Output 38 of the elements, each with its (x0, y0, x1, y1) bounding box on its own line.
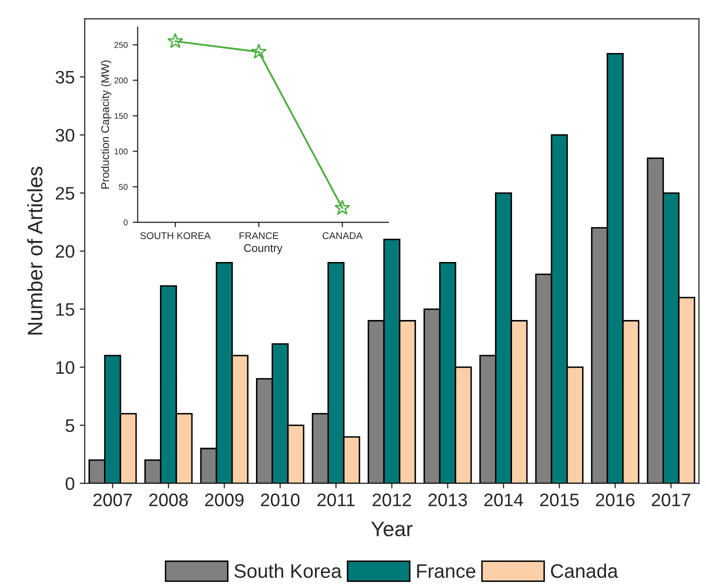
x-tick-label: 2008 (149, 494, 188, 506)
y-tick-label: 0 (124, 219, 128, 226)
y-tick-label: 10 (56, 361, 74, 374)
y-tick-label: 150 (114, 112, 128, 119)
x-tick-label: 2016 (596, 494, 634, 506)
point (334, 200, 350, 215)
y-tick-label: 50 (119, 184, 128, 190)
legend-label: France (417, 564, 476, 578)
y-tick-label: 250 (114, 42, 128, 48)
y-tick-label: 30 (56, 128, 74, 142)
y-tick-label: 0 (66, 477, 74, 490)
x-tick-label: CANADA (322, 232, 363, 240)
y-tick-label: 5 (66, 419, 74, 432)
x-tick-label: 2014 (484, 494, 524, 506)
x-tick-label: 2012 (372, 494, 412, 506)
y-tick-label: 20 (56, 245, 74, 258)
x-tick-label: 2009 (205, 494, 244, 506)
y-axis-title: Production Capacity (MW) (100, 60, 112, 189)
y-tick-label: 15 (56, 303, 74, 316)
y-tick-label: 35 (56, 70, 74, 84)
x-tick-label: 2017 (652, 494, 690, 506)
x-tick-label: 2013 (428, 494, 467, 506)
x-tick-label: SOUTH KOREA (140, 232, 211, 240)
point (167, 32, 184, 48)
y-tick-label: 25 (56, 186, 74, 200)
y-axis-title: Number of Articles (27, 166, 42, 334)
legend-label: South Korea (234, 564, 342, 578)
x-tick-label: FRANCE (240, 232, 278, 240)
x-tick-label: 2015 (540, 494, 579, 506)
point (250, 44, 267, 59)
y-tick-label: 200 (114, 77, 128, 84)
x-axis-title: Year (371, 522, 413, 536)
x-tick-label: 2011 (317, 494, 355, 506)
x-axis-title: Country (244, 244, 282, 254)
legend-label: Canada (550, 564, 618, 578)
x-tick-label: 2010 (260, 494, 300, 506)
y-tick-label: 100 (114, 148, 128, 154)
x-tick-label: 2007 (93, 494, 132, 506)
